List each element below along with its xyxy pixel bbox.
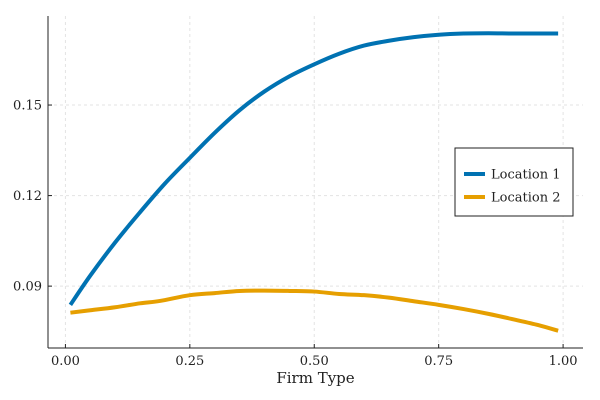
series-lines [68, 31, 559, 333]
series-line-2 [70, 288, 559, 333]
legend: Location 1 Location 2 [454, 147, 574, 217]
x-tick-label-1: 0.25 [175, 354, 204, 369]
series-line-1 [68, 31, 559, 306]
axes: 0.00 0.25 0.50 0.75 1.00 0.09 0.12 0.15 [13, 16, 583, 369]
y-tick-label-1: 0.12 [13, 189, 42, 204]
legend-label-1: Location 1 [491, 168, 560, 183]
legend-label-2: Location 2 [491, 191, 560, 206]
x-axis-title: Firm Type [276, 369, 354, 387]
legend-box [454, 147, 574, 217]
x-tick-label-3: 0.75 [424, 354, 453, 369]
x-tick-label-2: 0.50 [300, 354, 329, 369]
y-tick-label-2: 0.15 [13, 99, 42, 114]
x-tick-label-0: 0.00 [51, 354, 80, 369]
y-tick-label-0: 0.09 [13, 280, 42, 295]
x-tick-label-4: 1.00 [549, 354, 578, 369]
